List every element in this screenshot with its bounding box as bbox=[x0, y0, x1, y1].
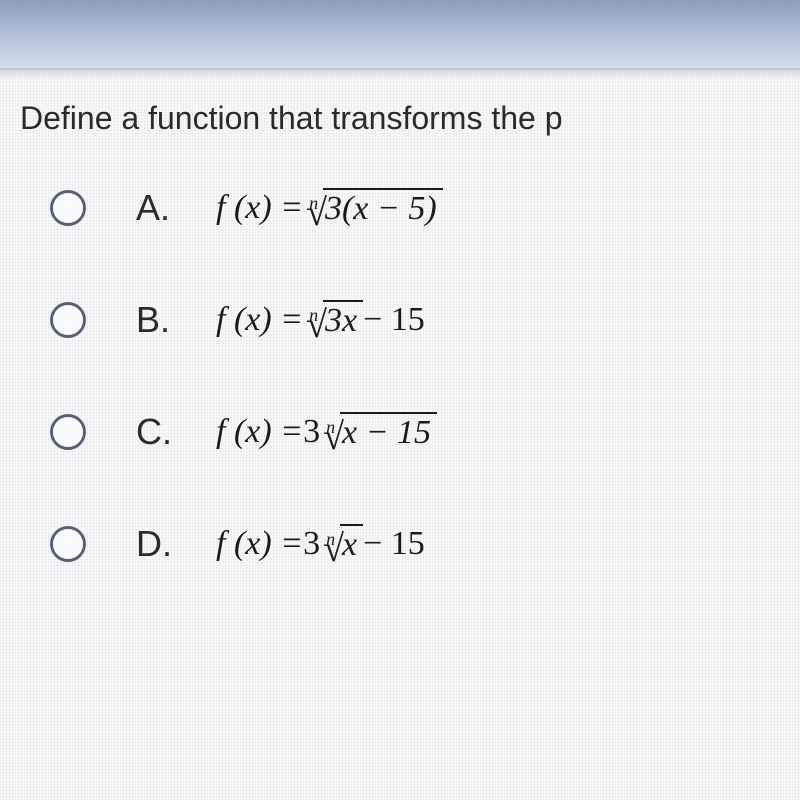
func-label: f (x) = bbox=[216, 301, 303, 339]
radicand: 3x bbox=[323, 300, 363, 340]
radicand: 3(x − 5) bbox=[323, 188, 443, 228]
option-a-row[interactable]: A. f (x) = n √ 3(x − 5) bbox=[20, 187, 780, 229]
root-index: n bbox=[326, 529, 335, 550]
option-b-formula: f (x) = n √ 3x − 15 bbox=[216, 300, 425, 340]
option-c-letter: C. bbox=[136, 411, 176, 453]
quiz-container: Define a function that transforms the p … bbox=[0, 0, 800, 800]
option-c-formula: f (x) = 3 n √ x − 15 bbox=[216, 412, 437, 452]
option-c-row[interactable]: C. f (x) = 3 n √ x − 15 bbox=[20, 411, 780, 453]
content-area: Define a function that transforms the p … bbox=[0, 70, 800, 665]
func-label: f (x) = bbox=[216, 413, 303, 451]
coefficient: 3 bbox=[303, 413, 320, 451]
radical-c: n √ x − 15 bbox=[324, 412, 437, 452]
radio-c[interactable] bbox=[50, 414, 86, 450]
option-d-row[interactable]: D. f (x) = 3 n √ x − 15 bbox=[20, 523, 780, 565]
after-term: − 15 bbox=[363, 525, 425, 563]
radio-b[interactable] bbox=[50, 302, 86, 338]
radicand: x bbox=[340, 524, 363, 564]
after-term: − 15 bbox=[363, 301, 425, 339]
root-index: n bbox=[309, 193, 318, 214]
option-d-formula: f (x) = 3 n √ x − 15 bbox=[216, 524, 425, 564]
header-band bbox=[0, 0, 800, 70]
option-b-letter: B. bbox=[136, 299, 176, 341]
root-index: n bbox=[309, 305, 318, 326]
func-label: f (x) = bbox=[216, 525, 303, 563]
radio-a[interactable] bbox=[50, 190, 86, 226]
radicand: x − 15 bbox=[340, 412, 437, 452]
coefficient: 3 bbox=[303, 525, 320, 563]
option-d-letter: D. bbox=[136, 523, 176, 565]
question-text: Define a function that transforms the p bbox=[20, 100, 780, 137]
radical-d: n √ x bbox=[324, 524, 363, 564]
option-b-row[interactable]: B. f (x) = n √ 3x − 15 bbox=[20, 299, 780, 341]
radio-d[interactable] bbox=[50, 526, 86, 562]
radical-b: n √ 3x bbox=[307, 300, 363, 340]
radical-a: n √ 3(x − 5) bbox=[307, 188, 443, 228]
option-a-letter: A. bbox=[136, 187, 176, 229]
func-label: f (x) = bbox=[216, 189, 303, 227]
option-a-formula: f (x) = n √ 3(x − 5) bbox=[216, 188, 443, 228]
root-index: n bbox=[326, 417, 335, 438]
